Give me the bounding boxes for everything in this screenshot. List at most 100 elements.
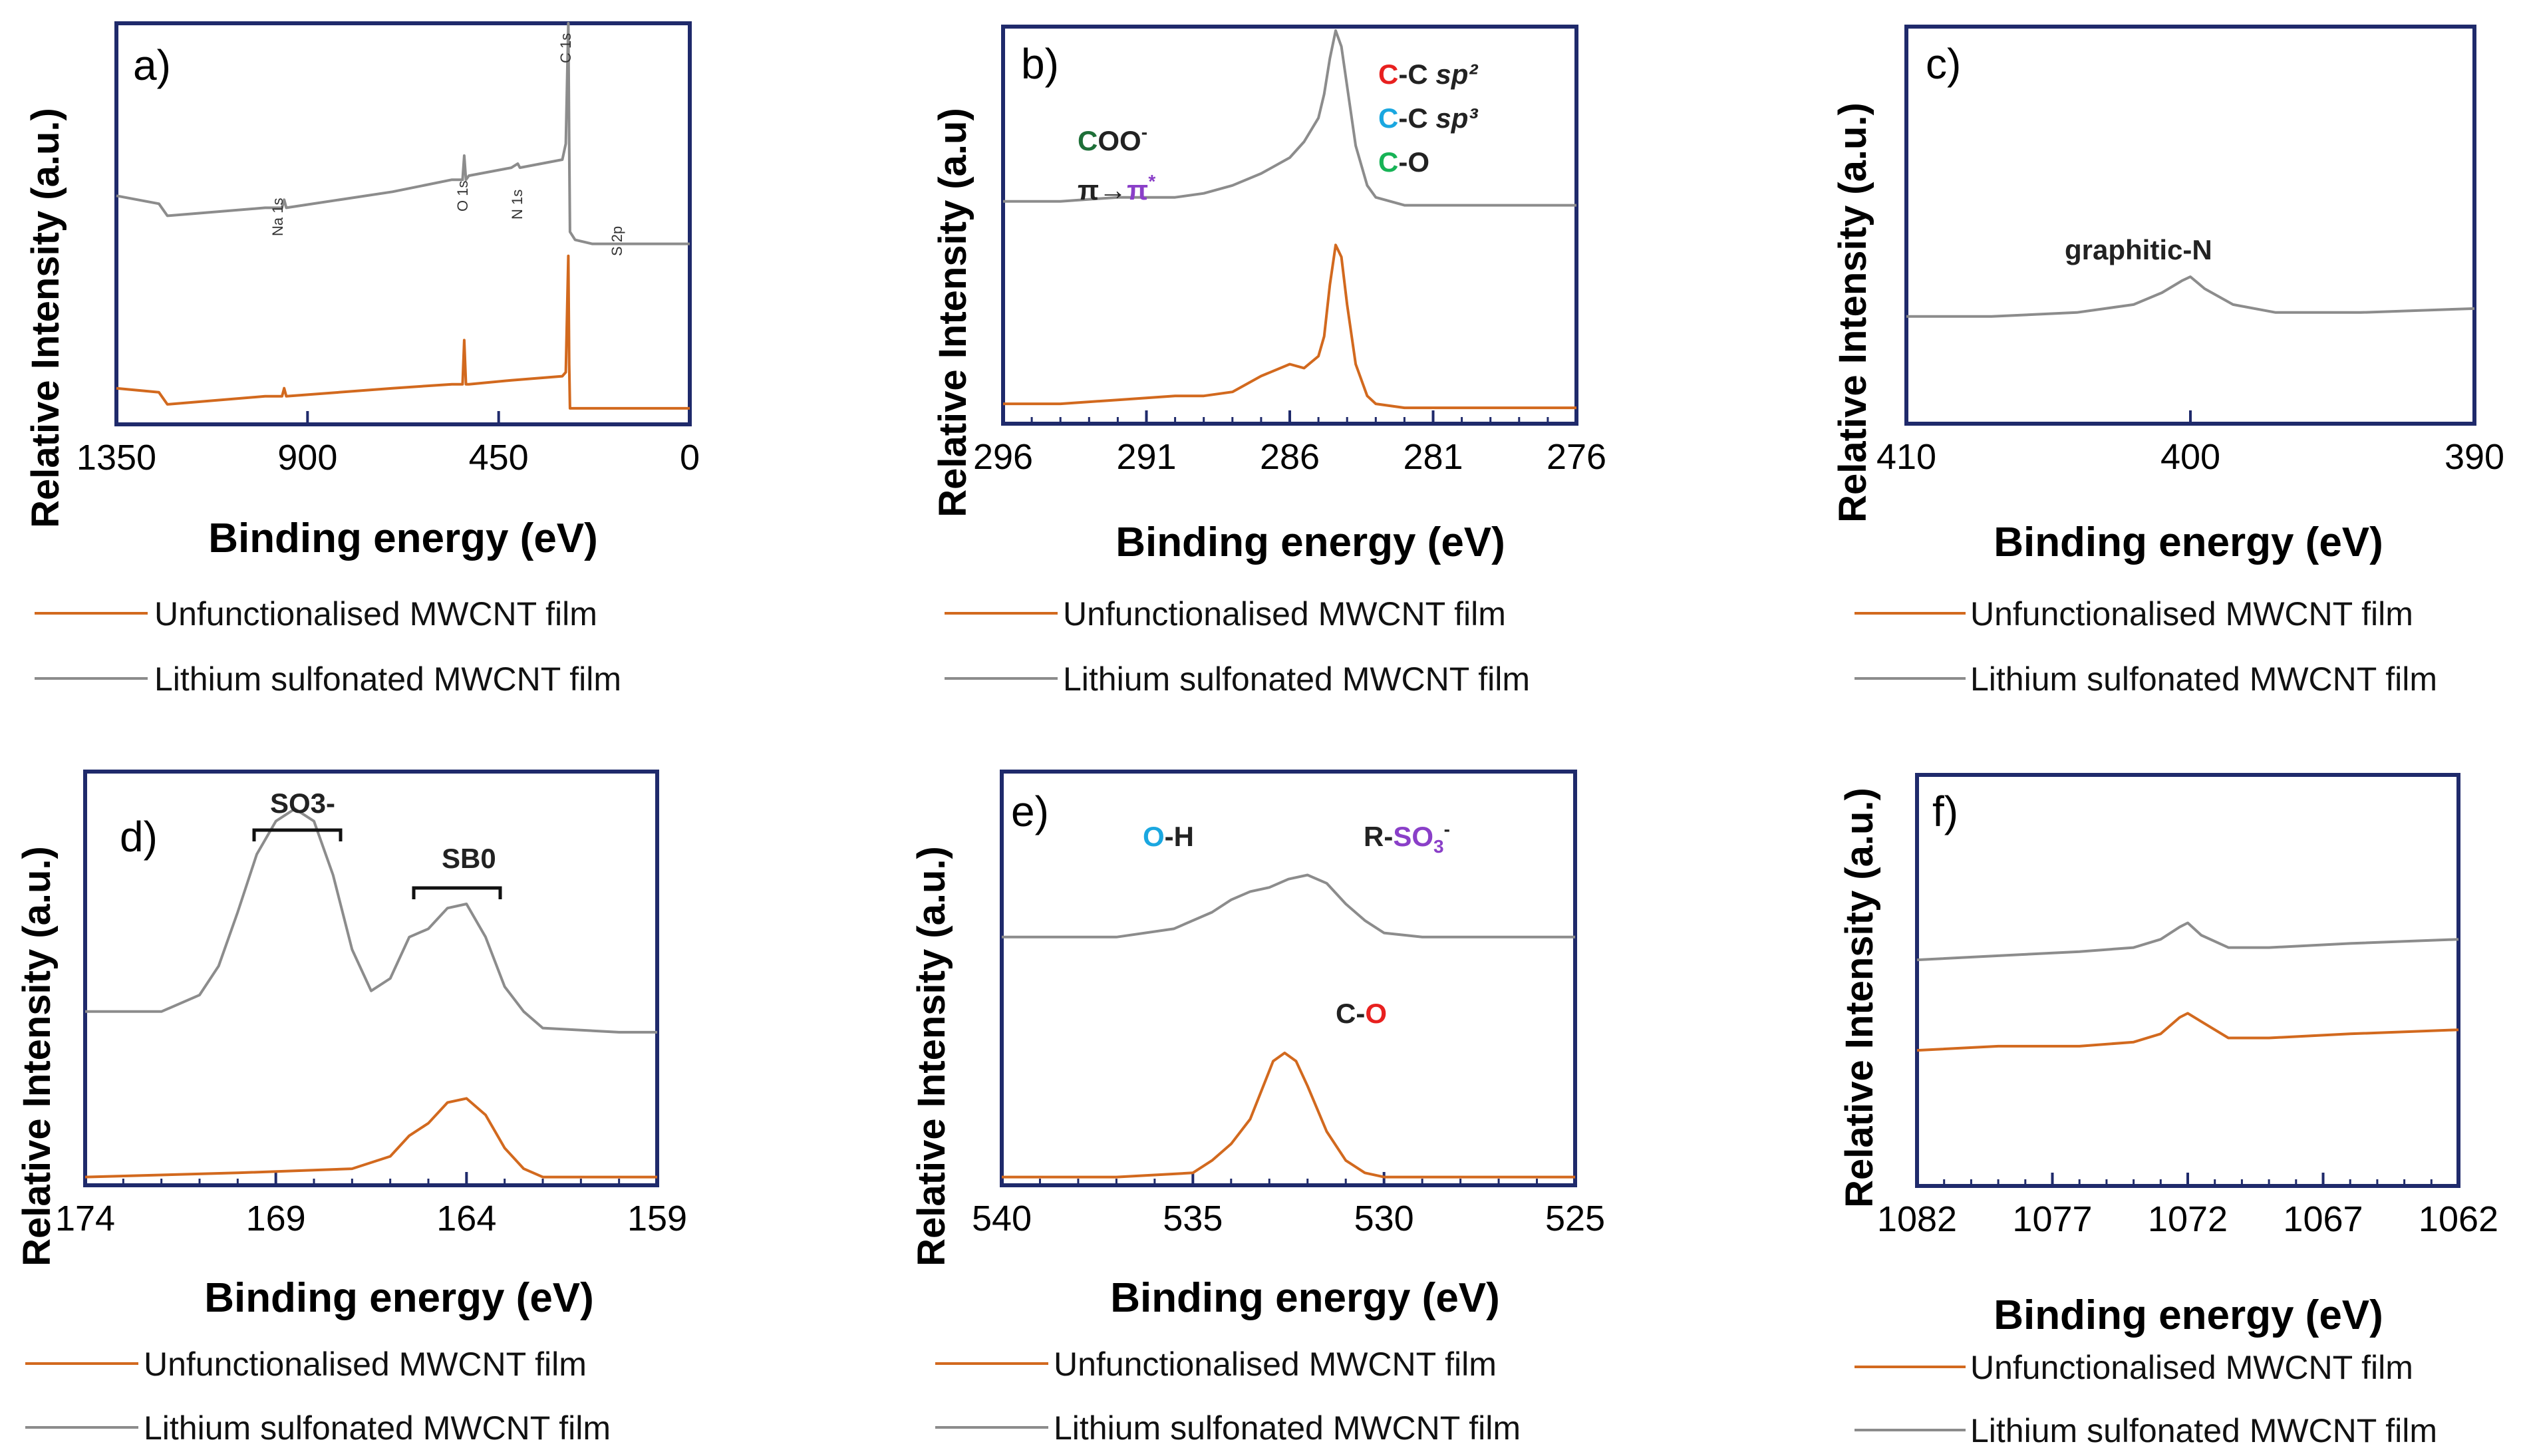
panel-d-frame [83,770,659,1187]
panel-b-xtick-label-276: 276 [1547,437,1606,477]
panel-b-xlabel: Binding energy (eV) [1115,519,1505,565]
panel-a-xtick-label-900: 900 [277,438,337,478]
panel-a-ylabel: Relative Intensity (a.u.) [24,108,67,528]
panel-e-frame [1000,770,1577,1187]
panel-b-xtick-label-281: 281 [1403,437,1463,477]
legend-e-lithium: Lithium sulfonated MWCNT film [1054,1409,1521,1447]
panel-d-ylabel: Relative Intensity (a.u.) [15,846,59,1266]
annotation-n1s: N 1s [509,190,525,219]
panel-d-xtick-label-164: 164 [436,1199,496,1238]
panel-d-xticks: 174 169 164 159 [55,1172,687,1238]
legend-b-lithium: Lithium sulfonated MWCNT film [1063,660,1530,698]
panel-f-xticks: 1082 1077 1072 1067 1062 [1877,1173,2498,1239]
panel-c-curves [1906,275,2475,318]
panel-f-xtick-label-1082: 1082 [1877,1199,1957,1239]
panel-a: a) Relative Intensity (a.u.) Binding ene… [24,21,700,698]
panel-f-xtick-label-1067: 1067 [2283,1199,2363,1239]
annotation-c-o: C-O [1378,146,1429,178]
panel-a-frame [114,21,692,426]
panel-f-curves [1916,921,2459,1052]
panel-f-xtick-label-1072: 1072 [2148,1199,2228,1239]
panel-c-xticks: 410 400 390 [1876,410,2504,477]
legend-f-lithium: Lithium sulfonated MWCNT film [1970,1412,2437,1449]
legend-d-lithium: Lithium sulfonated MWCNT film [144,1409,611,1447]
panel-f-ylabel: Relative Intensity (a.u.) [1838,788,1881,1208]
panel-a-label: a) [133,41,171,89]
panel-c-xtick-label-390: 390 [2445,437,2504,477]
panel-a-xtick-label-450: 450 [469,438,529,478]
panel-e-xticks: 540 535 530 525 [972,1172,1605,1238]
panel-a-xtick-label-1350: 1350 [76,438,156,478]
panel-e-xlabel: Binding energy (eV) [1110,1275,1500,1321]
annotation-co-e: C-O [1336,998,1387,1029]
panel-b-xticks: 296 291 286 281 276 [973,410,1606,477]
legend-e-unfunctionalised: Unfunctionalised MWCNT film [1054,1346,1497,1383]
panel-f-series-unfunctionalised [1916,1012,2459,1052]
panel-e-xtick-label-525: 525 [1545,1199,1605,1238]
panel-b-series-unfunctionalised [1003,243,1576,410]
panel-f-series-lithium [1916,921,2459,962]
legend-a-unfunctionalised: Unfunctionalised MWCNT film [154,595,597,633]
panel-a-xlabel: Binding energy (eV) [208,515,598,561]
panel-d-xtick-label-169: 169 [246,1199,306,1238]
panel-c-xtick-label-410: 410 [1876,437,1936,477]
panel-e-series-unfunctionalised [1002,1052,1575,1179]
panel-c-xtick-label-400: 400 [2160,437,2220,477]
panel-b-xtick-label-291: 291 [1116,437,1176,477]
annotation-coo: COO- [1078,122,1147,156]
panel-f-xlabel: Binding energy (eV) [1994,1292,2383,1338]
panel-a-series-unfunctionalised [116,254,690,410]
panel-d-series-unfunctionalised [84,1097,657,1179]
panel-c-frame [1904,25,2476,426]
annotation-cc-sp3: C-C sp³ [1378,102,1478,134]
panel-c: c) Relative Intensity (a.u.) Binding ene… [1831,25,2504,698]
panel-f-xtick-label-1062: 1062 [2419,1199,2498,1239]
panel-f-xtick-label-1077: 1077 [2012,1199,2092,1239]
panel-d-xtick-label-174: 174 [55,1199,115,1238]
bracket-so3 [252,828,343,841]
panel-d-series-lithium [85,807,657,1034]
annotation-rso3: R-SO3- [1364,819,1450,857]
panel-e-series-lithium [1002,873,1575,939]
panel-b: b) Relative Intensity (a.u) Binding ener… [931,25,1606,698]
annotation-graphitic-n: graphitic-N [2065,234,2212,265]
legend-c-lithium: Lithium sulfonated MWCNT film [1970,660,2437,698]
legend-a-lithium: Lithium sulfonated MWCNT film [154,660,621,698]
panel-c-xlabel: Binding energy (eV) [1994,519,2383,565]
panel-a-curves [116,22,690,410]
panel-d-label: d) [120,813,158,861]
panel-c-ylabel: Relative Intensity (a.u.) [1831,102,1874,523]
panel-e-ylabel: Relative Intensity (a.u.) [910,846,953,1266]
panel-f-label: f) [1932,788,1958,835]
panel-b-label: b) [1021,40,1059,88]
panel-e-xtick-label-530: 530 [1354,1199,1414,1238]
panel-b-curves [1003,29,1576,410]
panel-f-frame [1915,773,2460,1188]
bracket-sb0 [412,886,502,899]
panel-e-xtick-label-535: 535 [1163,1199,1223,1238]
annotation-c1s: C 1s [557,33,574,63]
panel-a-xtick-label-0: 0 [680,438,700,478]
panel-d-curves [84,807,657,1179]
annotation-oh: O-H [1143,821,1194,852]
annotation-na1s: Na 1s [269,198,286,236]
panel-b-ylabel: Relative Intensity (a.u) [931,108,974,517]
annotation-so3: SO3- [270,788,335,819]
panel-e-label: e) [1011,788,1049,835]
annotation-pi-pi: π→π* [1078,171,1155,206]
panel-d: d) Relative Intensity (a.u.) Binding ene… [15,770,687,1447]
annotation-o1s: O 1s [454,181,471,212]
panel-d-xtick-label-159: 159 [627,1199,687,1238]
panel-b-xtick-label-286: 286 [1260,437,1320,477]
panel-a-series-lithium [116,22,690,245]
legend-d-unfunctionalised: Unfunctionalised MWCNT film [144,1346,587,1383]
panel-c-label: c) [1926,40,1961,88]
panel-d-xlabel: Binding energy (eV) [204,1275,594,1321]
panel-c-series-lithium [1906,275,2475,318]
panel-f: f) Relative Intensity (a.u.) Binding ene… [1838,773,2498,1449]
legend-b-unfunctionalised: Unfunctionalised MWCNT film [1063,595,1506,633]
panel-e-curves [1002,873,1575,1179]
panel-a-xticks: 1350 900 450 0 [76,411,700,478]
panel-b-xtick-label-296: 296 [973,437,1033,477]
